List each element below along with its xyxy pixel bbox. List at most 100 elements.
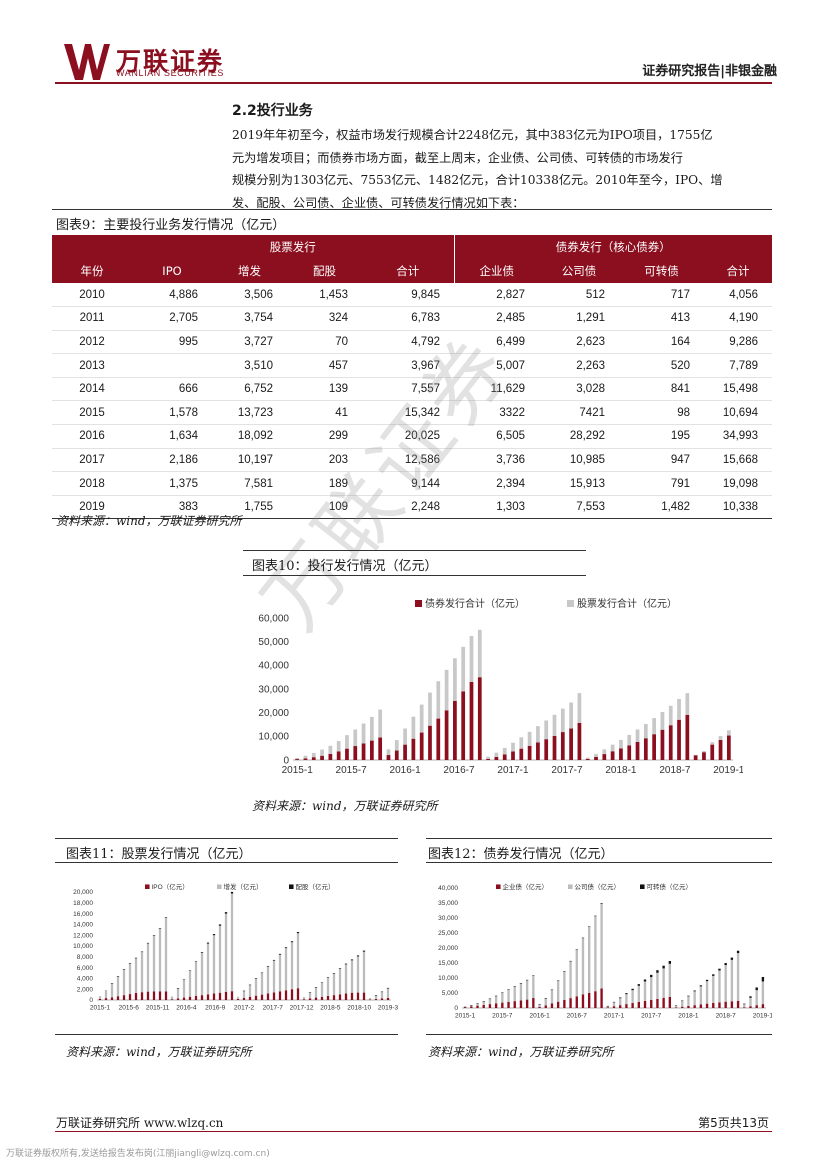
- bar-2: [311, 752, 316, 758]
- bar-1: [110, 997, 114, 1000]
- table-row: 2010 4,886 3,506 1,453 9,845 2,827 512 717 4,056: [52, 283, 772, 308]
- bar-1: [403, 744, 407, 760]
- bar-1: [436, 718, 441, 760]
- chart12-title: 图表12：债券发行情况（亿元）: [428, 847, 614, 862]
- bar-1: [736, 1000, 740, 1008]
- bar-1: [361, 743, 366, 760]
- table-body: 2010 4,886 3,506 1,453 9,845 2,827 512 717 4,056…: [52, 283, 772, 520]
- bar-2: [643, 724, 648, 739]
- bar-2: [668, 963, 672, 997]
- y-tick-label: 50,000: [258, 637, 289, 648]
- bar-2: [488, 998, 492, 1005]
- bar-3: [218, 924, 222, 926]
- table-cell: 2011: [52, 306, 132, 331]
- x-tick-label: 2015-6: [119, 1005, 140, 1012]
- bar-1: [677, 719, 681, 760]
- table-cell: 5,007: [454, 353, 539, 378]
- bar-2: [726, 730, 731, 736]
- y-tick-label: 0: [283, 755, 289, 766]
- bar-2: [575, 949, 578, 997]
- x-tick-label: 2019-3: [378, 1005, 398, 1012]
- table-cell: [132, 353, 212, 378]
- bar-1: [477, 677, 482, 760]
- y-tick-label: 5,000: [442, 990, 459, 997]
- table-cell: 6,505: [454, 424, 539, 449]
- chart11-svg: 0 2,000 4,000 6,000 8,000 10,000 12,000 14,000 1…: [73, 882, 398, 1012]
- table-cell: 139: [287, 377, 362, 402]
- bar-1: [296, 988, 300, 1000]
- bar-1: [266, 993, 270, 1000]
- table-cell: 20,025: [362, 424, 454, 449]
- bar-3: [350, 959, 354, 961]
- bar-2: [588, 927, 591, 993]
- x-tick-label: 2018-1: [678, 1013, 699, 1020]
- table-cell: 2017: [52, 448, 132, 473]
- table-cell: 1,453: [287, 283, 362, 308]
- bar-2: [687, 996, 690, 1006]
- bar-2: [652, 718, 656, 735]
- legend-label: 公司债（亿元）: [575, 882, 621, 891]
- chart12-svg: 0 5,000 10,000 15,000 20,000 25,000 30,000 35,0…: [438, 882, 772, 1020]
- table-cell: 9,286: [704, 330, 772, 355]
- bar-2: [736, 953, 740, 1001]
- bar-1: [284, 990, 288, 1000]
- bar-1: [600, 988, 603, 1008]
- bar-1: [668, 725, 673, 760]
- chart10-title: 图表10：投行发行情况（亿元）: [252, 559, 438, 574]
- bar-2: [284, 948, 288, 991]
- bar-1: [332, 995, 336, 1000]
- bar-2: [378, 709, 383, 738]
- bar-2: [619, 998, 622, 1006]
- bar-1: [569, 998, 572, 1008]
- legend-label: 可转债（亿元）: [647, 882, 693, 891]
- bar-3: [164, 917, 168, 918]
- table-cell: 2015: [52, 400, 132, 426]
- bar-2: [560, 708, 565, 733]
- bar-3: [631, 988, 634, 991]
- table-cell: 2,623: [539, 330, 619, 355]
- bar-1: [311, 757, 316, 760]
- column-header: 企业债: [454, 259, 539, 283]
- bar-3: [242, 990, 246, 992]
- x-tick-label: 2016-1: [529, 1013, 550, 1020]
- bar-1: [668, 996, 672, 1008]
- bar-2: [606, 1006, 609, 1008]
- bar-3: [755, 987, 758, 991]
- bar-2: [254, 978, 258, 996]
- bar-3: [513, 986, 516, 987]
- table-cell: 10,197: [212, 448, 287, 473]
- x-tick-label: 2017-7: [551, 765, 583, 776]
- bar-3: [470, 1005, 473, 1006]
- y-tick-label: 14,000: [73, 922, 93, 929]
- table-cell: 2014: [52, 377, 132, 402]
- bar-1: [453, 700, 457, 760]
- table-cell: 15,913: [539, 471, 619, 496]
- bar-1: [164, 991, 168, 1000]
- table-cell: 2018: [52, 471, 132, 496]
- legend-swatch: [640, 884, 645, 889]
- bar-3: [314, 987, 318, 988]
- legend-label: 配股（亿元）: [296, 882, 335, 891]
- bar-2: [146, 943, 150, 992]
- bar-2: [314, 987, 318, 998]
- bar-3: [206, 942, 210, 944]
- bar-3: [230, 891, 234, 894]
- bar-1: [394, 750, 399, 760]
- table-cell: 2012: [52, 330, 132, 355]
- bar-2: [248, 984, 252, 997]
- table9-title: 图表9：主要投行业务发行情况（亿元）: [56, 218, 286, 233]
- bar-2: [712, 975, 715, 1003]
- bar-1: [419, 732, 424, 760]
- table-cell: 1,375: [132, 471, 212, 496]
- x-tick-label: 2017-7: [263, 1005, 284, 1012]
- bar-2: [350, 960, 354, 993]
- bar-1: [345, 748, 349, 760]
- bar-1: [519, 1000, 523, 1008]
- bar-1: [681, 1006, 684, 1008]
- bar-2: [182, 979, 186, 998]
- table-cell: 512: [539, 283, 619, 308]
- table-cell: 164: [619, 330, 704, 355]
- x-tick-label: 2015-7: [492, 1013, 513, 1020]
- bar-1: [637, 1002, 640, 1008]
- bar-2: [110, 983, 114, 998]
